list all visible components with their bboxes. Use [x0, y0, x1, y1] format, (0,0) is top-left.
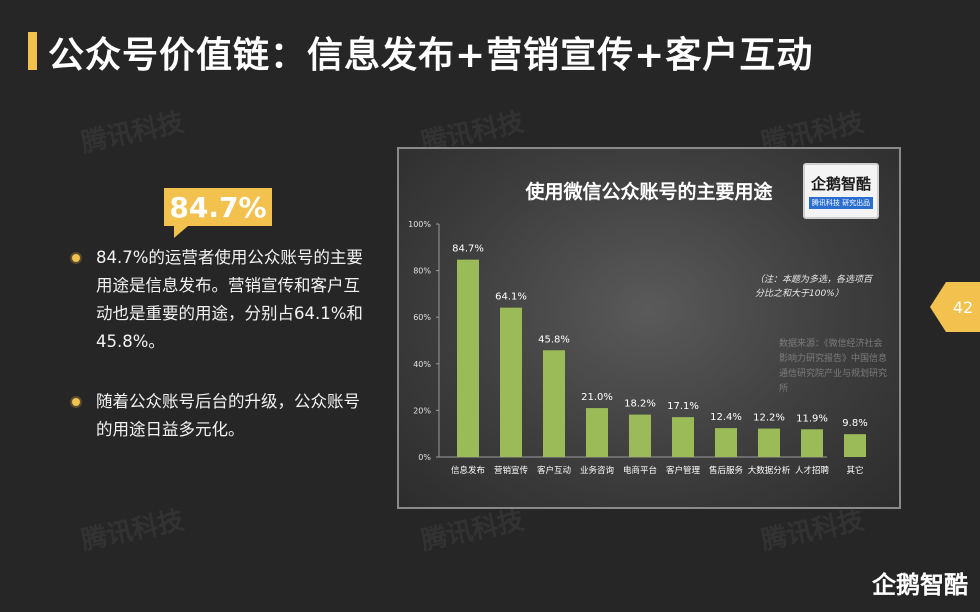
x-tick-label: 信息发布: [451, 465, 485, 476]
bar: [758, 428, 780, 457]
x-tick-label: 业务咨询: [580, 465, 614, 476]
x-tick-label: 人才招聘: [795, 465, 830, 476]
bullet-dot-icon: [72, 254, 80, 262]
bullet-list: 84.7%的运营者使用公众账号的主要用途是信息发布。营销宣传和客户互动也是重要的…: [72, 244, 372, 476]
bar: [844, 434, 866, 457]
watermark: 腾讯科技: [78, 107, 187, 159]
page-number: 42: [930, 282, 980, 332]
bar-value-label: 45.8%: [538, 334, 570, 345]
bar: [500, 307, 522, 457]
chart-title: 使用微信公众账号的主要用途: [525, 181, 773, 203]
y-tick-label: 0%: [418, 453, 431, 462]
x-tick-label: 其它: [846, 465, 863, 476]
chart-frame: 使用微信公众账号的主要用途 企鹅智酷 腾讯科技 研究出品 0% 20% 40% 60%…: [397, 147, 901, 509]
bar: [629, 414, 651, 457]
chart-note: （注：本题为多选，各选项百分比之和大于100%）: [755, 275, 873, 299]
x-tick-label: 售后服务: [709, 465, 744, 476]
y-tick-label: 60%: [413, 313, 431, 322]
bar-value-label: 18.2%: [624, 399, 656, 410]
watermark: 腾讯科技: [78, 505, 187, 557]
x-tick-label: 客户管理: [666, 465, 701, 476]
bar: [586, 408, 608, 457]
bar-chart: 0% 20% 40% 60% 80% 100% 84.7% 信息发布 64.1% 营销宣传 45.8…: [408, 220, 868, 476]
bar-value-label: 9.8%: [842, 418, 867, 429]
bullet-item: 随着公众账号后台的升级，公众账号的用途日益多元化。: [72, 388, 372, 444]
title-accent-bar: [28, 32, 37, 70]
bar: [715, 428, 737, 457]
bullet-item: 84.7%的运营者使用公众账号的主要用途是信息发布。营销宣传和客户互动也是重要的…: [72, 244, 372, 356]
y-tick-label: 20%: [413, 406, 431, 415]
bar-value-label: 64.1%: [495, 292, 527, 303]
chart-logo: 企鹅智酷 腾讯科技 研究出品: [803, 163, 879, 219]
x-tick-label: 大数据分析: [748, 465, 791, 476]
chart-logo-text: 企鹅智酷: [810, 175, 871, 193]
bar-value-label: 12.2%: [753, 413, 785, 424]
bullet-text: 随着公众账号后台的升级，公众账号的用途日益多元化。: [96, 392, 360, 439]
bar: [543, 350, 565, 457]
bar-value-label: 17.1%: [667, 401, 699, 412]
bullet-text: 84.7%的运营者使用公众账号的主要用途是信息发布。营销宣传和客户互动也是重要的…: [96, 248, 363, 351]
bar-value-label: 84.7%: [452, 244, 484, 255]
y-tick-label: 40%: [413, 360, 431, 369]
y-tick-label: 100%: [408, 220, 431, 229]
bar: [457, 259, 479, 457]
chart-source: 数据来源：《微信经济社会影响力研究报告》中国信息通信研究院产业与规划研究所: [779, 339, 888, 394]
y-tick-label: 80%: [413, 267, 431, 276]
highlight-badge: 84.7%: [164, 188, 272, 238]
footer-logo: 企鹅智酷: [872, 571, 968, 599]
x-tick-label: 营销宣传: [494, 465, 529, 476]
bar-value-label: 21.0%: [581, 392, 613, 403]
bar: [801, 429, 823, 457]
page-title: 公众号价值链：信息发布+营销宣传+客户互动: [48, 35, 814, 76]
bar-value-label: 12.4%: [710, 412, 742, 423]
chart-logo-subtext: 腾讯科技 研究出品: [808, 197, 874, 209]
x-tick-label: 客户互动: [537, 465, 572, 476]
bar: [672, 417, 694, 457]
x-tick-label: 电商平台: [623, 465, 657, 476]
bullet-dot-icon: [72, 398, 80, 406]
bar-value-label: 11.9%: [796, 413, 828, 424]
